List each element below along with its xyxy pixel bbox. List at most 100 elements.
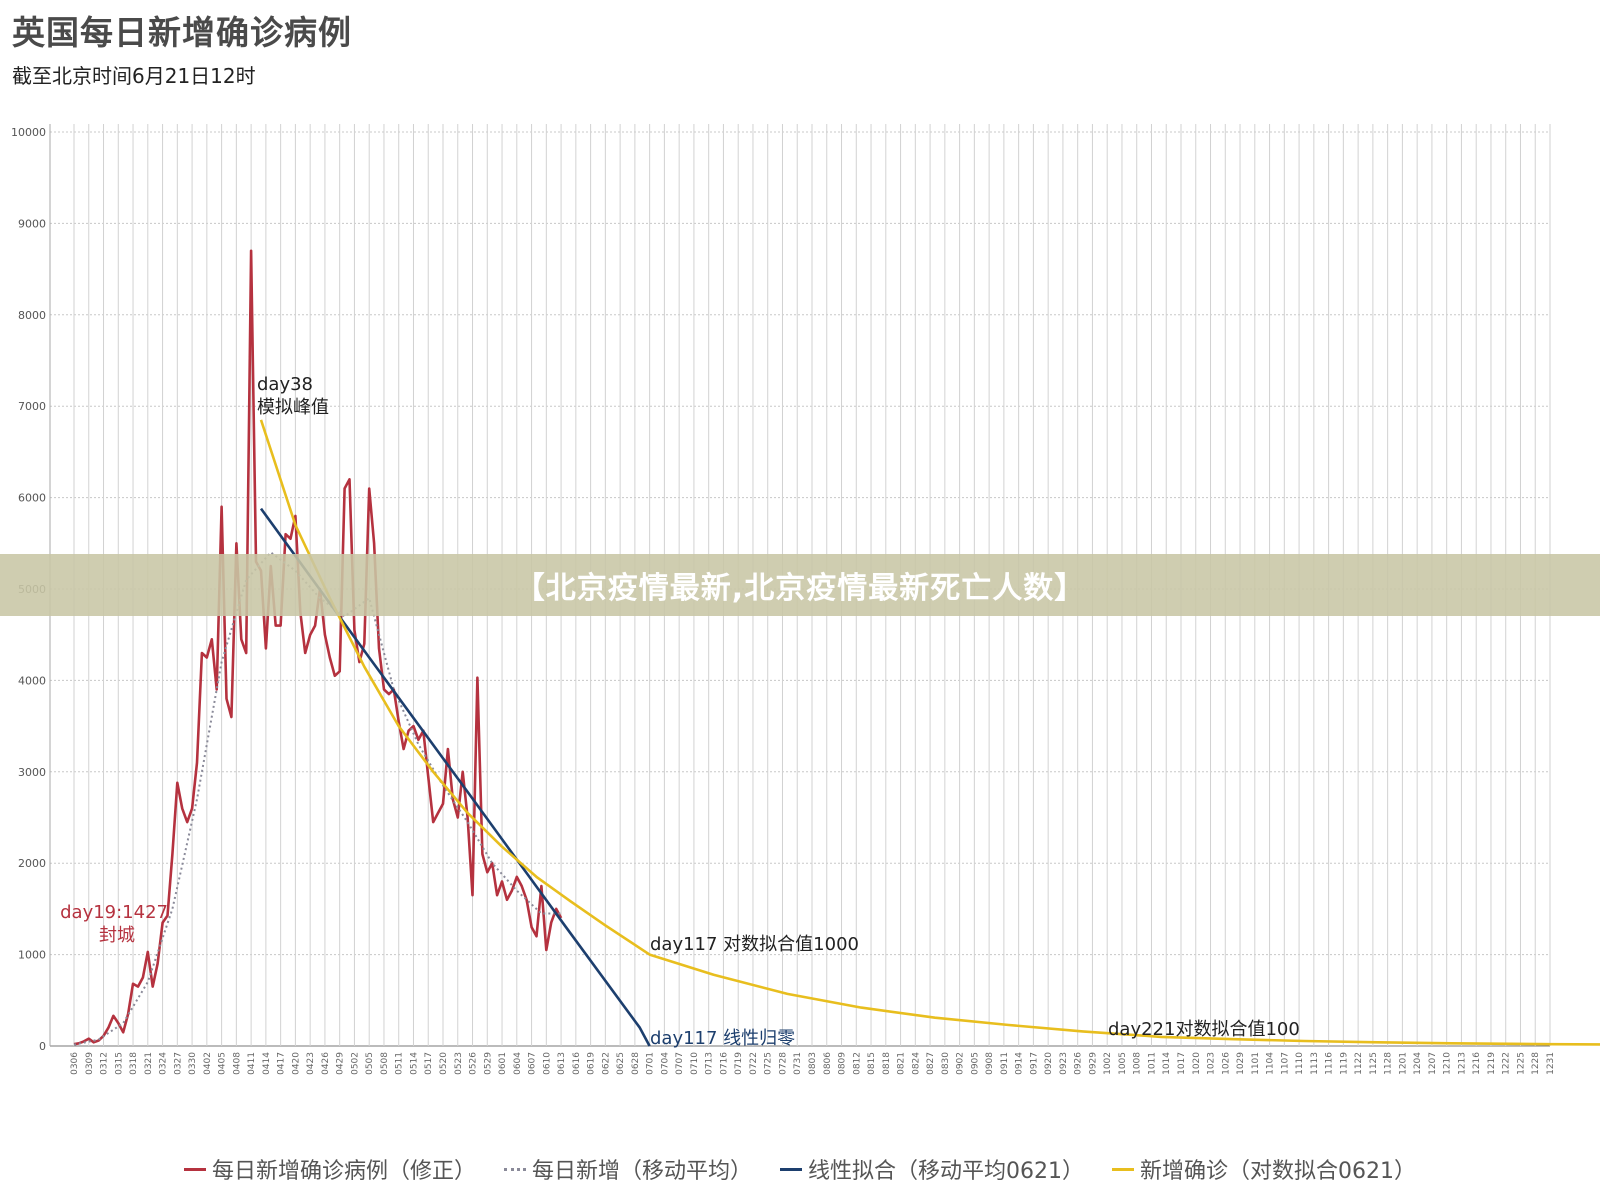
x-tick-label: 1107: [1280, 1052, 1290, 1075]
x-tick-label: 0514: [409, 1052, 419, 1075]
x-tick-label: 0625: [616, 1052, 626, 1075]
x-tick-label: 0309: [85, 1052, 95, 1075]
x-tick-label: 0604: [513, 1052, 523, 1075]
x-tick-label: 0905: [970, 1052, 980, 1075]
x-tick-label: 1201: [1398, 1052, 1408, 1075]
legend-item: 每日新增（移动平均）: [504, 1153, 752, 1185]
x-tick-label: 0722: [749, 1052, 759, 1075]
x-tick-label: 0929: [1088, 1052, 1098, 1075]
series-line: [73, 551, 562, 1046]
x-tick-label: 0312: [100, 1052, 110, 1075]
x-tick-label: 0701: [646, 1052, 656, 1075]
x-tick-label: 1005: [1118, 1052, 1128, 1075]
x-tick-label: 0827: [926, 1052, 936, 1075]
x-tick-label: 0523: [454, 1052, 464, 1075]
series: [73, 249, 1600, 1047]
x-tick-label: 1029: [1236, 1052, 1246, 1075]
x-tick-label: 0324: [159, 1052, 169, 1075]
x-tick-label: 1014: [1162, 1052, 1172, 1075]
y-tick-label: 0: [39, 1040, 46, 1053]
x-tick-label: 0420: [291, 1052, 301, 1075]
x-tick-label: 0920: [1044, 1052, 1054, 1075]
x-tick-label: 1119: [1339, 1052, 1349, 1075]
annotation-label: 模拟峰值: [257, 397, 329, 418]
x-tick-label: 0622: [601, 1052, 611, 1075]
x-tick-label: 1110: [1295, 1052, 1305, 1075]
x-tick-label: 0607: [528, 1052, 538, 1075]
page-subtitle: 截至北京时间6月21日12时: [12, 64, 256, 88]
x-tick-label: 0318: [129, 1052, 139, 1075]
x-tick-label: 0601: [498, 1052, 508, 1075]
x-tick-label: 1020: [1192, 1052, 1202, 1075]
x-tick-label: 0402: [203, 1052, 213, 1075]
legend-label: 新增确诊（对数拟合0621）: [1140, 1159, 1417, 1184]
x-tick-label: 0616: [572, 1052, 582, 1075]
annotation-label: day117 对数拟合值1000: [650, 934, 859, 955]
series-line: [259, 419, 1600, 1046]
x-tick-label: 0902: [956, 1052, 966, 1075]
legend: 每日新增确诊病例（修正） 每日新增（移动平均） 线性拟合（移动平均0621） 新增确诊…: [0, 1150, 1600, 1188]
x-tick-label: 0502: [350, 1052, 360, 1075]
x-tick-label: 0505: [365, 1052, 375, 1075]
legend-label: 每日新增（移动平均）: [532, 1159, 753, 1184]
x-tick-label: 0423: [306, 1052, 316, 1075]
x-tick-label: 1023: [1207, 1052, 1217, 1075]
x-tick-label: 0812: [852, 1052, 862, 1075]
y-tick-label: 9000: [18, 217, 46, 230]
x-tick-label: 0408: [232, 1052, 242, 1075]
x-tick-label: 0306: [70, 1052, 80, 1075]
y-tick-label: 2000: [18, 857, 46, 870]
x-tick-label: 0923: [1059, 1052, 1069, 1075]
x-tick-label: 0821: [897, 1052, 907, 1075]
series-line: [73, 249, 563, 1046]
x-tick-label: 0911: [1000, 1052, 1010, 1075]
y-tick-label: 3000: [18, 766, 46, 779]
x-tick-label: 1011: [1147, 1052, 1157, 1075]
x-tick-label: 0526: [469, 1052, 479, 1075]
x-tick-label: 1104: [1266, 1052, 1276, 1075]
legend-label: 线性拟合（移动平均0621）: [808, 1159, 1085, 1184]
x-tick-label: 1008: [1133, 1052, 1143, 1075]
x-tick-label: 1228: [1531, 1052, 1541, 1075]
x-tick-label: 0330: [188, 1052, 198, 1075]
x-tick-label: 0728: [778, 1052, 788, 1075]
x-tick-label: 1219: [1487, 1052, 1497, 1075]
overlay-banner: 【北京疫情最新,北京疫情最新死亡人数】: [0, 554, 1600, 616]
x-tick-label: 0917: [1029, 1052, 1039, 1075]
x-tick-label: 0926: [1074, 1052, 1084, 1075]
overlay-banner-text: 【北京疫情最新,北京疫情最新死亡人数】: [514, 571, 1086, 606]
y-tick-label: 4000: [18, 674, 46, 687]
x-tick-label: 0417: [277, 1052, 287, 1075]
x-tick-label: 0908: [985, 1052, 995, 1075]
x-tick-label: 0610: [542, 1052, 552, 1075]
x-tick-label: 0628: [631, 1052, 641, 1075]
x-tick-label: 0731: [793, 1052, 803, 1075]
x-tick-label: 0803: [808, 1052, 818, 1075]
x-tick-label: 0704: [660, 1052, 670, 1075]
x-tick-label: 0619: [587, 1052, 597, 1075]
x-tick-label: 0511: [395, 1052, 405, 1075]
x-tick-label: 1116: [1325, 1052, 1335, 1075]
x-tick-label: 0818: [882, 1052, 892, 1075]
x-tick-label: 0508: [380, 1052, 390, 1075]
x-tick-label: 0327: [173, 1052, 183, 1075]
x-tick-label: 1113: [1310, 1052, 1320, 1075]
x-tick-label: 0405: [218, 1052, 228, 1075]
legend-swatch: [1112, 1167, 1135, 1171]
x-tick-label: 0321: [144, 1052, 154, 1075]
x-tick-label: 1125: [1369, 1052, 1379, 1075]
x-tick-label: 0315: [114, 1052, 124, 1075]
legend-item: 线性拟合（移动平均0621）: [780, 1153, 1084, 1185]
x-tick-label: 1210: [1443, 1052, 1453, 1075]
y-tick-label: 10000: [11, 126, 46, 139]
legend-swatch: [183, 1167, 206, 1171]
legend-label: 每日新增确诊病例（修正）: [211, 1159, 476, 1184]
x-tick-label: 1017: [1177, 1052, 1187, 1075]
axes: 0100020003000400050006000700080009000100…: [11, 124, 1556, 1075]
legend-item: 每日新增确诊病例（修正）: [183, 1153, 476, 1185]
x-tick-label: 0719: [734, 1052, 744, 1075]
y-tick-label: 1000: [18, 949, 46, 962]
x-tick-label: 0613: [557, 1052, 567, 1075]
x-tick-label: 1222: [1502, 1052, 1512, 1075]
